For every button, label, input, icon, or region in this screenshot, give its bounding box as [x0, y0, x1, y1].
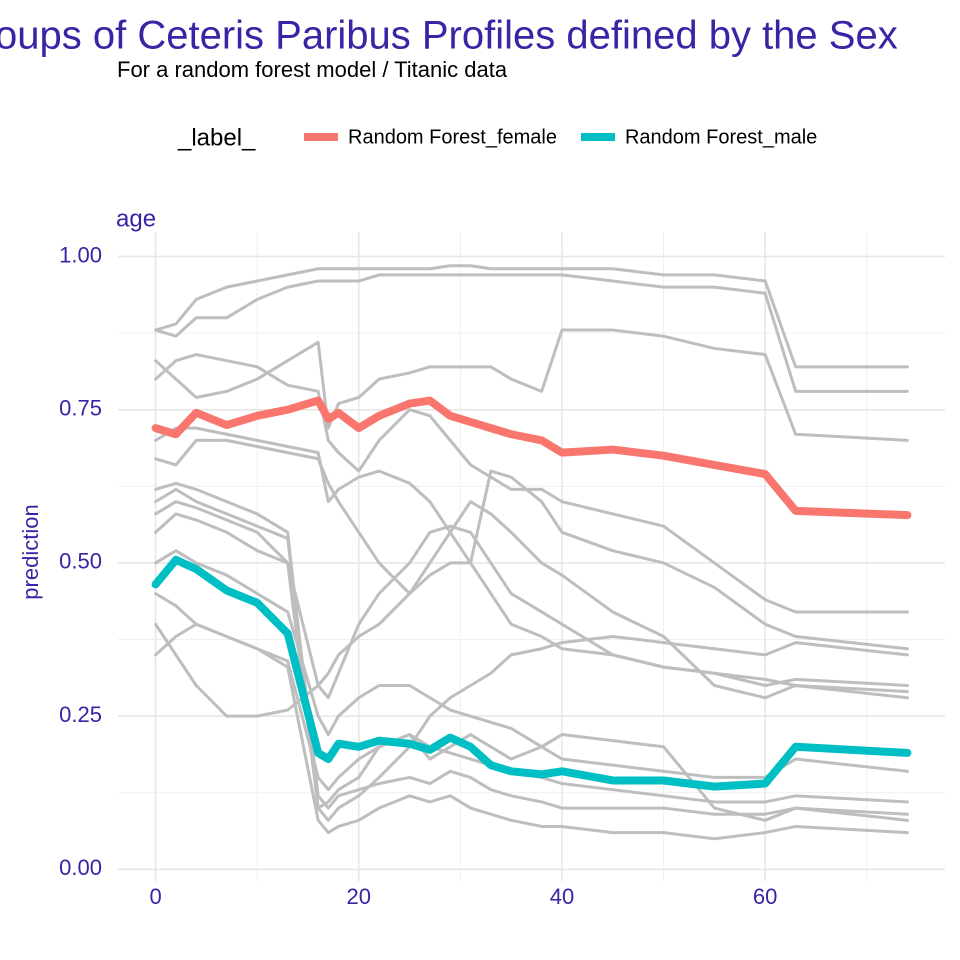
facet-label: age — [116, 205, 156, 232]
chart-title: oups of Ceteris Paribus Profiles defined… — [0, 14, 898, 58]
x-tick-label: 20 — [347, 884, 371, 909]
profile-line — [154, 426, 909, 694]
y-tick-label: 0.00 — [59, 855, 102, 880]
y-axis-label: prediction — [18, 504, 43, 599]
y-tick-label: 0.25 — [59, 702, 102, 727]
legend-label: Random Forest_female — [348, 126, 557, 148]
profile-line — [154, 328, 909, 442]
chart-subtitle: For a random forest model / Titanic data — [117, 57, 508, 82]
series-line — [151, 555, 912, 791]
x-tick-label: 60 — [753, 884, 777, 909]
profile-line — [154, 487, 909, 816]
profile-line — [154, 500, 909, 718]
y-tick-label: 0.50 — [59, 549, 102, 574]
profile-line — [154, 549, 909, 779]
profile-line — [154, 273, 909, 393]
profile-line — [154, 353, 909, 614]
legend-label: Random Forest_male — [625, 126, 817, 148]
series-line — [151, 396, 912, 520]
y-tick-label: 0.75 — [59, 396, 102, 421]
profile-line — [154, 512, 909, 822]
y-tick-label: 1.00 — [59, 242, 102, 267]
x-tick-label: 0 — [149, 884, 161, 909]
profile-line — [154, 438, 909, 651]
profile-line — [154, 481, 909, 822]
profile-line — [154, 264, 909, 369]
legend-title: _label_ — [177, 124, 256, 151]
x-tick-label: 40 — [550, 884, 574, 909]
